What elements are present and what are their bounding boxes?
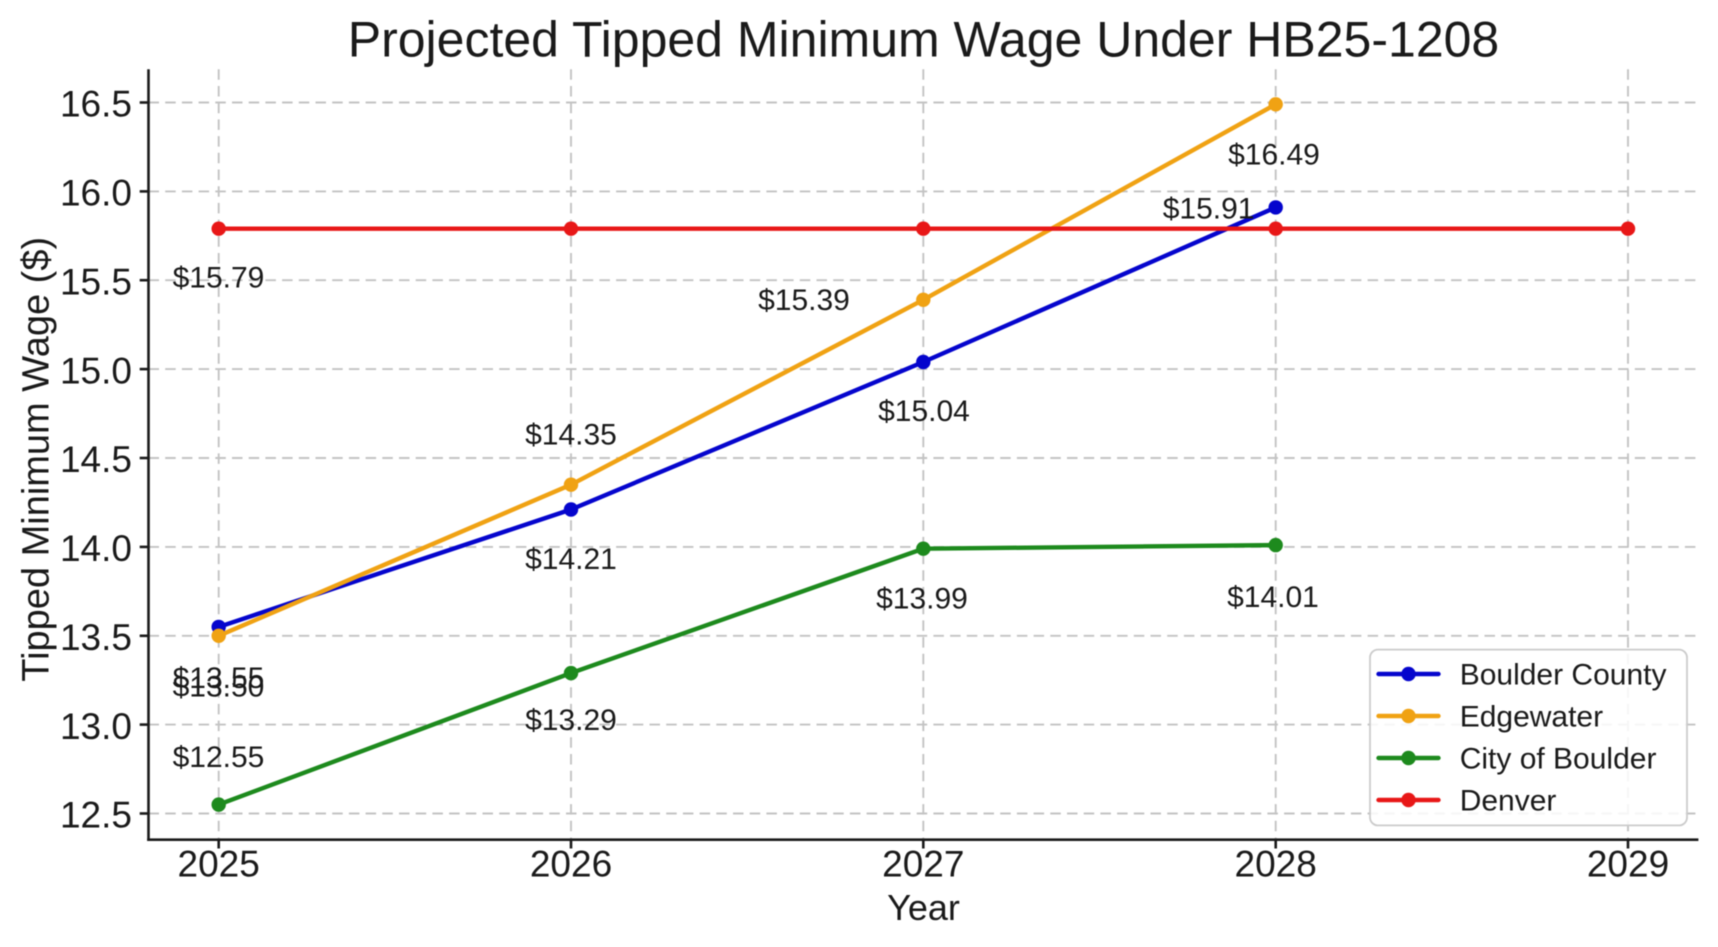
svg-text:$14.01: $14.01 — [1227, 581, 1319, 614]
svg-text:$13.29: $13.29 — [525, 704, 617, 737]
svg-text:16.0: 16.0 — [60, 173, 132, 214]
svg-text:15.0: 15.0 — [60, 350, 132, 391]
svg-text:2027: 2027 — [882, 844, 964, 885]
svg-text:$14.21: $14.21 — [525, 543, 617, 576]
svg-text:$15.39: $15.39 — [758, 284, 850, 317]
svg-text:$13.99: $13.99 — [876, 583, 968, 616]
svg-text:13.0: 13.0 — [60, 706, 132, 747]
svg-text:14.0: 14.0 — [60, 528, 132, 569]
svg-text:Year: Year — [887, 887, 960, 928]
svg-text:$13.50: $13.50 — [173, 671, 265, 704]
svg-text:Tipped Minimum Wage ($): Tipped Minimum Wage ($) — [16, 237, 58, 682]
svg-text:2028: 2028 — [1235, 844, 1317, 885]
svg-text:City of Boulder: City of Boulder — [1460, 742, 1657, 775]
svg-text:14.5: 14.5 — [60, 439, 132, 480]
svg-text:Edgewater: Edgewater — [1460, 700, 1603, 733]
svg-text:$15.04: $15.04 — [878, 395, 970, 428]
svg-text:$13.55: $13.55 — [173, 662, 265, 695]
svg-text:2026: 2026 — [530, 844, 612, 885]
svg-text:16.5: 16.5 — [60, 84, 132, 125]
svg-text:Denver: Denver — [1460, 784, 1557, 817]
svg-text:13.5: 13.5 — [60, 617, 132, 658]
svg-text:Projected Tipped Minimum Wage: Projected Tipped Minimum Wage Under HB25… — [348, 12, 1500, 68]
svg-text:$15.79: $15.79 — [173, 262, 265, 295]
svg-text:2029: 2029 — [1587, 844, 1669, 885]
svg-text:12.5: 12.5 — [60, 795, 132, 836]
svg-text:$12.55: $12.55 — [173, 741, 265, 774]
svg-text:$15.91: $15.91 — [1163, 193, 1255, 226]
svg-text:2025: 2025 — [178, 844, 260, 885]
svg-text:$14.35: $14.35 — [525, 419, 617, 452]
svg-text:Boulder County: Boulder County — [1460, 658, 1667, 691]
svg-text:15.5: 15.5 — [60, 261, 132, 302]
svg-text:$16.49: $16.49 — [1228, 139, 1320, 172]
